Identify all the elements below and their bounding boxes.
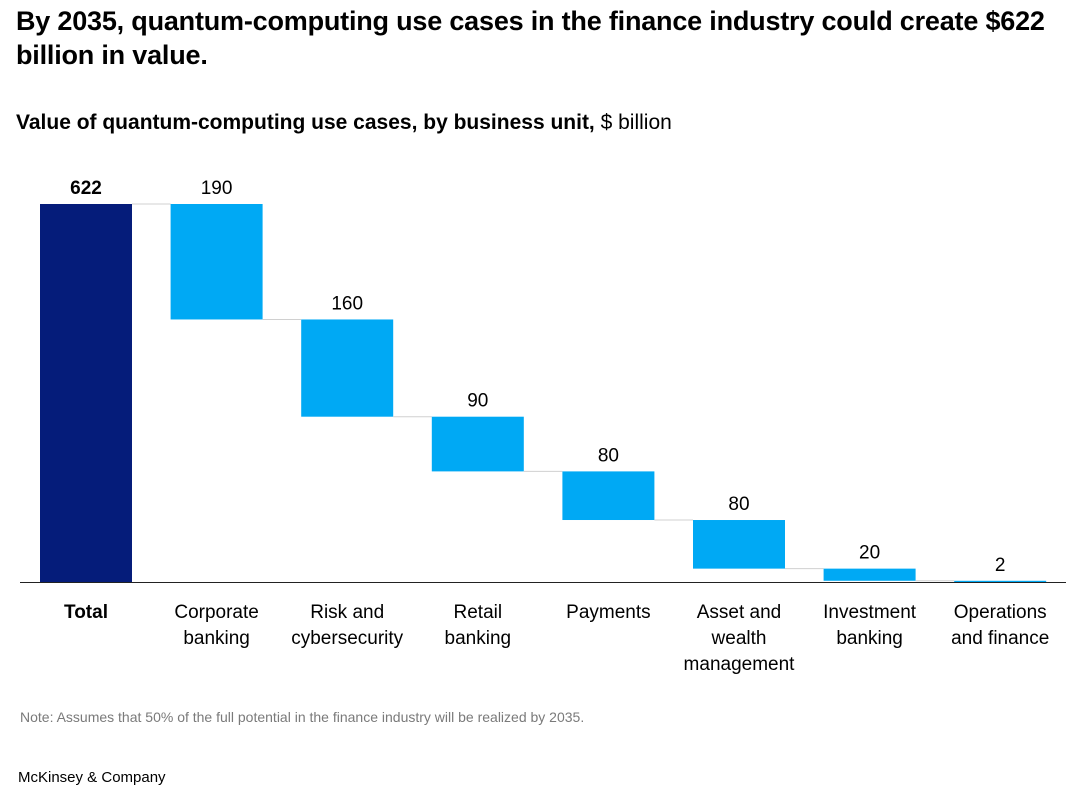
- bar-corporate-banking: [170, 204, 263, 320]
- value-label-corporate-banking: 190: [201, 178, 233, 199]
- bar-total: [40, 204, 132, 582]
- bar-payments: [562, 471, 655, 521]
- value-label-risk-and-cybersecurity: 160: [331, 293, 363, 314]
- chart-subtitle-bold: Value of quantum-computing use cases, by…: [16, 111, 595, 134]
- category-label-asset-and-wealth-management: Asset and wealth management: [684, 602, 796, 675]
- chart-subtitle-unit: $ billion: [594, 111, 672, 134]
- value-label-operations-and-finance: 2: [995, 555, 1006, 576]
- category-label-retail-banking: Retail banking: [445, 602, 512, 649]
- bar-asset-and-wealth-management: [693, 520, 785, 569]
- waterfall-chart: 622 Total 190 Corporate banking 160 Risk and cy…: [20, 178, 1066, 675]
- category-label-operations-and-finance: Operations and finance: [951, 602, 1049, 649]
- footnote: Note: Assumes that 50% of the full poten…: [20, 709, 585, 725]
- value-label-payments: 80: [598, 445, 619, 466]
- bar-operations-and-finance: [954, 580, 1047, 582]
- source-credit: McKinsey & Company: [18, 769, 166, 786]
- category-label-payments: Payments: [566, 602, 650, 623]
- value-label-retail-banking: 90: [467, 391, 488, 412]
- value-label-total: 622: [70, 178, 102, 199]
- category-label-corporate-banking: Corporate banking: [174, 602, 259, 649]
- category-label-risk-and-cybersecurity: Risk and cybersecurity: [291, 602, 403, 649]
- chart-subtitle: Value of quantum-computing use cases, by…: [16, 110, 672, 136]
- value-label-investment-banking: 20: [859, 543, 880, 564]
- headline: By 2035, quantum-computing use cases in …: [16, 6, 1045, 70]
- category-label-total: Total: [64, 602, 108, 623]
- bar-investment-banking: [823, 568, 916, 581]
- category-label-investment-banking: Investment banking: [823, 602, 917, 649]
- bar-risk-and-cybersecurity: [301, 319, 394, 417]
- value-label-asset-and-wealth-management: 80: [728, 494, 749, 515]
- bar-retail-banking: [431, 416, 524, 472]
